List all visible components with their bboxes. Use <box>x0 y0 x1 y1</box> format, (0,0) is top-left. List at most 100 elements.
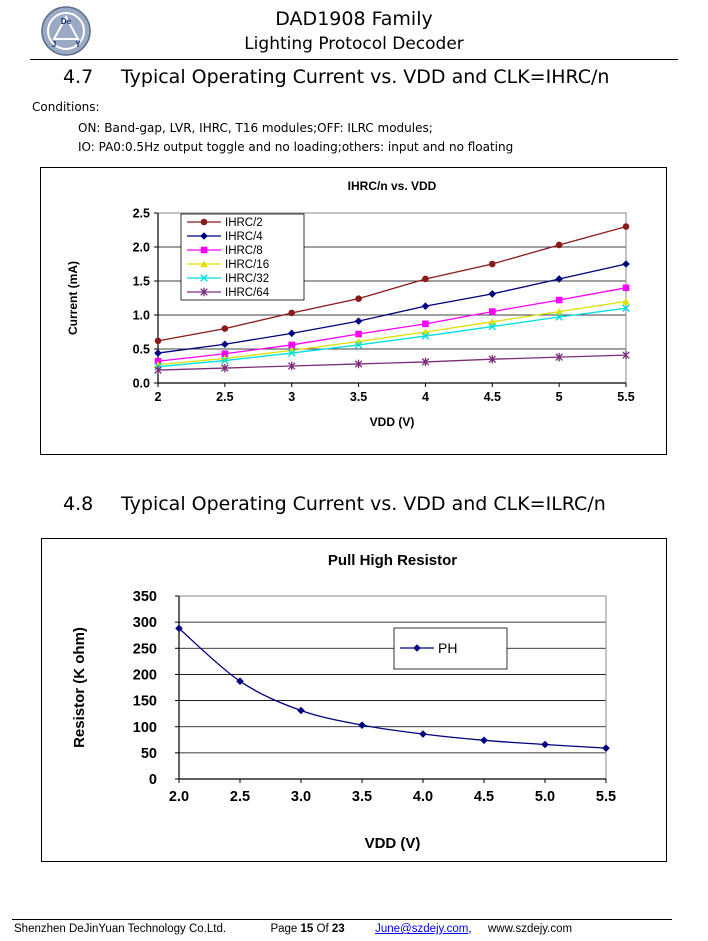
logo-text-right: Y <box>75 40 81 49</box>
data-point <box>297 706 305 715</box>
legend-entry: IHRC/8 <box>225 245 263 257</box>
y-tick-label: 2.0 <box>133 240 150 254</box>
header-divider <box>30 59 678 60</box>
data-point <box>288 309 296 317</box>
footer-separator: , <box>468 923 472 935</box>
legend-entry: IHRC/32 <box>225 273 269 285</box>
section-number: 4.7 <box>63 66 94 88</box>
data-point <box>422 275 429 283</box>
data-point <box>421 357 430 367</box>
data-point <box>488 354 497 364</box>
data-point <box>221 325 229 332</box>
x-tick-label: 2.5 <box>230 789 250 805</box>
plot-area <box>178 595 607 780</box>
x-tick-label: 5.5 <box>596 789 616 805</box>
footer-divider <box>12 919 672 920</box>
series-ihrc-64 <box>154 350 630 375</box>
y-axis-label: Resistor (K ohm) <box>71 627 88 748</box>
footer-company: Shenzhen DeJinYuan Technology Co.Ltd. <box>14 923 227 935</box>
footer-website[interactable]: www.szdejy.com <box>487 923 573 935</box>
x-tick-label: 5.5 <box>617 390 634 404</box>
series-line <box>157 307 627 368</box>
data-point <box>541 740 549 749</box>
legend-marker <box>200 287 208 297</box>
chart-ihrc-frame: IHRC/n vs. VDD 0.0 0.5 1.0 1.5 2.0 2.5 2 2.5 3 3.5… <box>40 167 667 455</box>
chart-pull-high-frame: Pull High Resistor 0 50 100 150 200 250 300 350 2… <box>41 538 667 862</box>
x-tick-label: 4.5 <box>484 390 501 404</box>
data-point <box>354 341 363 349</box>
data-point <box>288 341 296 349</box>
data-point <box>488 290 497 298</box>
legend-marker <box>200 218 208 226</box>
y-tick-label: 200 <box>133 668 157 684</box>
series-line <box>178 627 607 749</box>
legend-marker <box>200 274 208 282</box>
series-line <box>157 287 627 362</box>
data-point <box>287 361 296 371</box>
chart-title: Pull High Resistor <box>328 552 457 569</box>
series-ihrc-2 <box>154 223 630 345</box>
data-point <box>287 329 296 338</box>
data-point <box>555 313 563 321</box>
series-line <box>157 263 627 354</box>
x-axis-label: VDD (V) <box>370 415 415 429</box>
data-point <box>488 260 496 268</box>
footer-page-number: 15 <box>300 923 314 935</box>
data-point <box>555 352 563 362</box>
x-tick-label: 2 <box>155 390 162 404</box>
footer-of-label: Of <box>316 923 329 935</box>
x-axis-label: VDD (V) <box>365 835 421 852</box>
data-point <box>175 624 183 633</box>
data-point <box>221 350 229 358</box>
condition-line-1: ON: Band-gap, LVR, IHRC, T16 modules;OFF… <box>78 121 433 135</box>
data-point <box>555 296 563 304</box>
section-heading-4-7: 4.7 Typical Operating Current vs. VDD and… <box>63 66 609 88</box>
data-point <box>480 736 488 745</box>
data-point <box>622 260 630 268</box>
footer-email-link[interactable]: June@szdejy.com <box>375 923 469 935</box>
x-tick-label: 3.0 <box>291 789 311 805</box>
y-tick-label: 1.5 <box>133 274 150 288</box>
document-title: DAD1908 Family <box>275 8 433 30</box>
legend-marker <box>200 232 208 240</box>
series-line <box>157 300 627 366</box>
series-ihrc-32 <box>154 304 630 371</box>
data-point <box>154 349 162 357</box>
footer-page-label: Page <box>270 923 298 935</box>
data-point <box>236 677 244 686</box>
series-line <box>157 354 627 371</box>
legend-entry: IHRC/4 <box>225 231 263 243</box>
data-point <box>602 744 610 752</box>
legend-entry: PH <box>438 640 457 656</box>
x-tick-label: 2.5 <box>216 390 233 404</box>
data-point <box>221 340 229 349</box>
x-tick-label: 4 <box>422 390 429 404</box>
data-point <box>622 223 630 230</box>
data-point <box>622 350 630 360</box>
data-point <box>221 363 229 373</box>
section-title: Typical Operating Current vs. VDD and CL… <box>121 66 610 88</box>
logo-text-left: J <box>52 40 56 49</box>
x-tick-label: 5.0 <box>535 789 555 805</box>
legend-marker <box>200 260 208 268</box>
data-point <box>421 332 430 340</box>
chart-ihrc: IHRC/n vs. VDD 0.0 0.5 1.0 1.5 2.0 2.5 2 2.5 3 3.5… <box>66 179 635 429</box>
y-tick-label: 2.5 <box>133 206 150 220</box>
x-tick-label: 3 <box>288 390 295 404</box>
section-heading-4-8: 4.8 Typical Operating Current vs. VDD and… <box>63 493 606 515</box>
legend-marker <box>200 246 208 254</box>
chart-title: IHRC/n vs. VDD <box>348 179 437 193</box>
x-tick-label: 4.5 <box>474 789 494 805</box>
data-point <box>555 241 563 249</box>
chart-pull-high: Pull High Resistor 0 50 100 150 200 250 300 350 2… <box>71 552 616 852</box>
y-tick-label: 250 <box>133 641 157 657</box>
legend-entry: IHRC/64 <box>225 287 270 299</box>
company-logo: De J Y <box>41 6 91 56</box>
data-point <box>287 349 296 357</box>
data-point <box>422 320 429 328</box>
data-point <box>221 356 229 365</box>
y-axis-label: Current (mA) <box>66 261 80 335</box>
data-point <box>488 308 496 315</box>
section-title: Typical Operating Current vs. VDD and CL… <box>121 493 606 515</box>
series-line <box>157 225 627 342</box>
